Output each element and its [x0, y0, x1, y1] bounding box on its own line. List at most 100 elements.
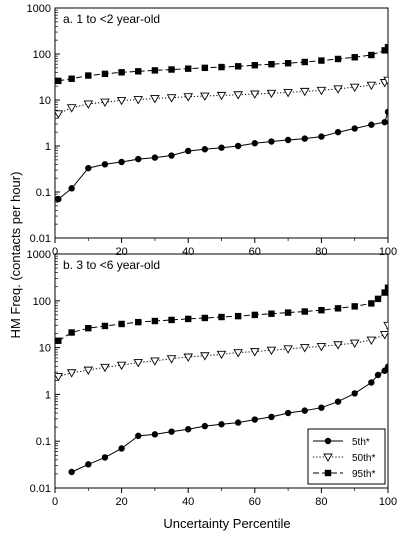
y-tick-label: 1000 — [27, 249, 51, 261]
data-point-p95 — [118, 69, 125, 76]
y-tick-label: 0.1 — [36, 436, 51, 448]
data-point-p50 — [283, 345, 293, 354]
data-point-p50 — [233, 91, 243, 100]
y-tick-label: 0.01 — [30, 233, 51, 245]
data-point-p5 — [284, 409, 292, 417]
data-point-p95 — [201, 64, 209, 72]
data-point-p5 — [384, 363, 388, 370]
data-point-p50 — [55, 373, 64, 382]
data-point-p5 — [351, 390, 358, 397]
data-point-p95 — [151, 67, 159, 74]
data-point-p50 — [333, 341, 343, 350]
data-point-p95 — [381, 289, 388, 296]
data-point-p5 — [68, 185, 75, 192]
data-point-p5 — [251, 416, 258, 423]
data-point-p5 — [118, 158, 125, 166]
data-point-p5 — [368, 379, 375, 386]
data-point-p5 — [118, 445, 125, 452]
y-tick-label: 100 — [33, 296, 51, 308]
x-tick-label: 60 — [249, 496, 261, 508]
data-point-p95 — [201, 314, 209, 322]
x-tick-label: 0 — [52, 246, 58, 258]
legend: 5th* 50th* 95th* — [307, 428, 386, 485]
y-tick-label: 1 — [45, 389, 51, 401]
data-point-p50 — [216, 350, 227, 360]
data-point-p5 — [381, 118, 388, 126]
data-point-p50 — [83, 100, 94, 109]
plot-frame — [54, 7, 389, 239]
data-point-p5 — [251, 140, 258, 147]
data-point-p95 — [351, 303, 358, 310]
x-tick-label: 40 — [182, 496, 194, 508]
data-point-p50 — [333, 85, 343, 94]
x-tick-label: 20 — [115, 246, 127, 258]
data-point-p95 — [234, 63, 242, 70]
y-tick-label: 1 — [45, 141, 51, 153]
data-point-p5 — [185, 426, 192, 433]
series-line-p50 — [58, 325, 388, 378]
data-point-p50 — [299, 87, 310, 97]
data-point-p50 — [383, 76, 388, 86]
data-point-p5 — [234, 419, 242, 426]
data-point-p50 — [200, 352, 210, 361]
data-point-p95 — [268, 310, 275, 317]
series-p95 — [55, 44, 388, 85]
data-point-p95 — [185, 65, 192, 72]
data-point-p5 — [168, 428, 175, 435]
data-point-p50 — [250, 90, 260, 99]
data-point-p5 — [185, 147, 192, 155]
data-point-p5 — [374, 371, 382, 379]
data-point-p95 — [135, 68, 142, 75]
series-line-p5 — [71, 366, 388, 473]
data-point-p95 — [85, 324, 92, 332]
data-point-p5 — [234, 142, 242, 150]
legend-label-p50: 50th* — [352, 453, 375, 464]
x-tick-label: 100 — [379, 246, 397, 258]
data-point-p5 — [85, 164, 92, 172]
data-point-p95 — [284, 309, 292, 316]
plot-area — [55, 44, 388, 203]
data-point-p5 — [384, 108, 388, 116]
data-point-p95 — [334, 305, 342, 312]
data-point-p50 — [266, 89, 277, 99]
data-point-p95 — [68, 329, 75, 336]
data-point-p95 — [301, 58, 308, 66]
data-point-p50 — [100, 98, 110, 108]
data-point-p5 — [135, 155, 142, 163]
y-tick-label: 0.01 — [30, 483, 51, 495]
data-point-p50 — [316, 86, 327, 96]
data-point-p50 — [83, 366, 94, 376]
data-point-p5 — [334, 398, 342, 405]
data-point-p5 — [201, 146, 209, 153]
data-point-p50 — [200, 92, 210, 101]
data-point-p5 — [218, 421, 225, 428]
data-point-p5 — [151, 431, 159, 438]
series-p5 — [68, 363, 388, 476]
data-point-p50 — [216, 91, 227, 101]
data-point-p95 — [68, 75, 75, 82]
series-line-p5 — [57, 111, 388, 200]
data-point-p50 — [366, 81, 377, 91]
plot-area — [55, 284, 388, 476]
y-tick-label: 100 — [33, 49, 51, 61]
data-point-p5 — [135, 432, 142, 440]
data-point-p50 — [183, 93, 193, 102]
x-tick-label: 80 — [315, 496, 327, 508]
data-point-p50 — [55, 110, 64, 119]
x-tick-label: 20 — [115, 496, 127, 508]
data-point-p5 — [368, 121, 375, 128]
data-point-p95 — [301, 308, 308, 315]
data-point-p50 — [349, 339, 360, 348]
data-point-p50 — [366, 336, 377, 345]
data-point-p5 — [168, 152, 175, 159]
data-point-p95 — [368, 51, 375, 59]
data-point-p50 — [66, 104, 77, 113]
data-point-p95 — [168, 316, 175, 324]
data-point-p95 — [351, 54, 358, 61]
data-point-p95 — [384, 44, 388, 51]
series-line-p50 — [58, 79, 388, 115]
series-p95 — [55, 284, 388, 344]
data-point-p95 — [218, 63, 225, 71]
